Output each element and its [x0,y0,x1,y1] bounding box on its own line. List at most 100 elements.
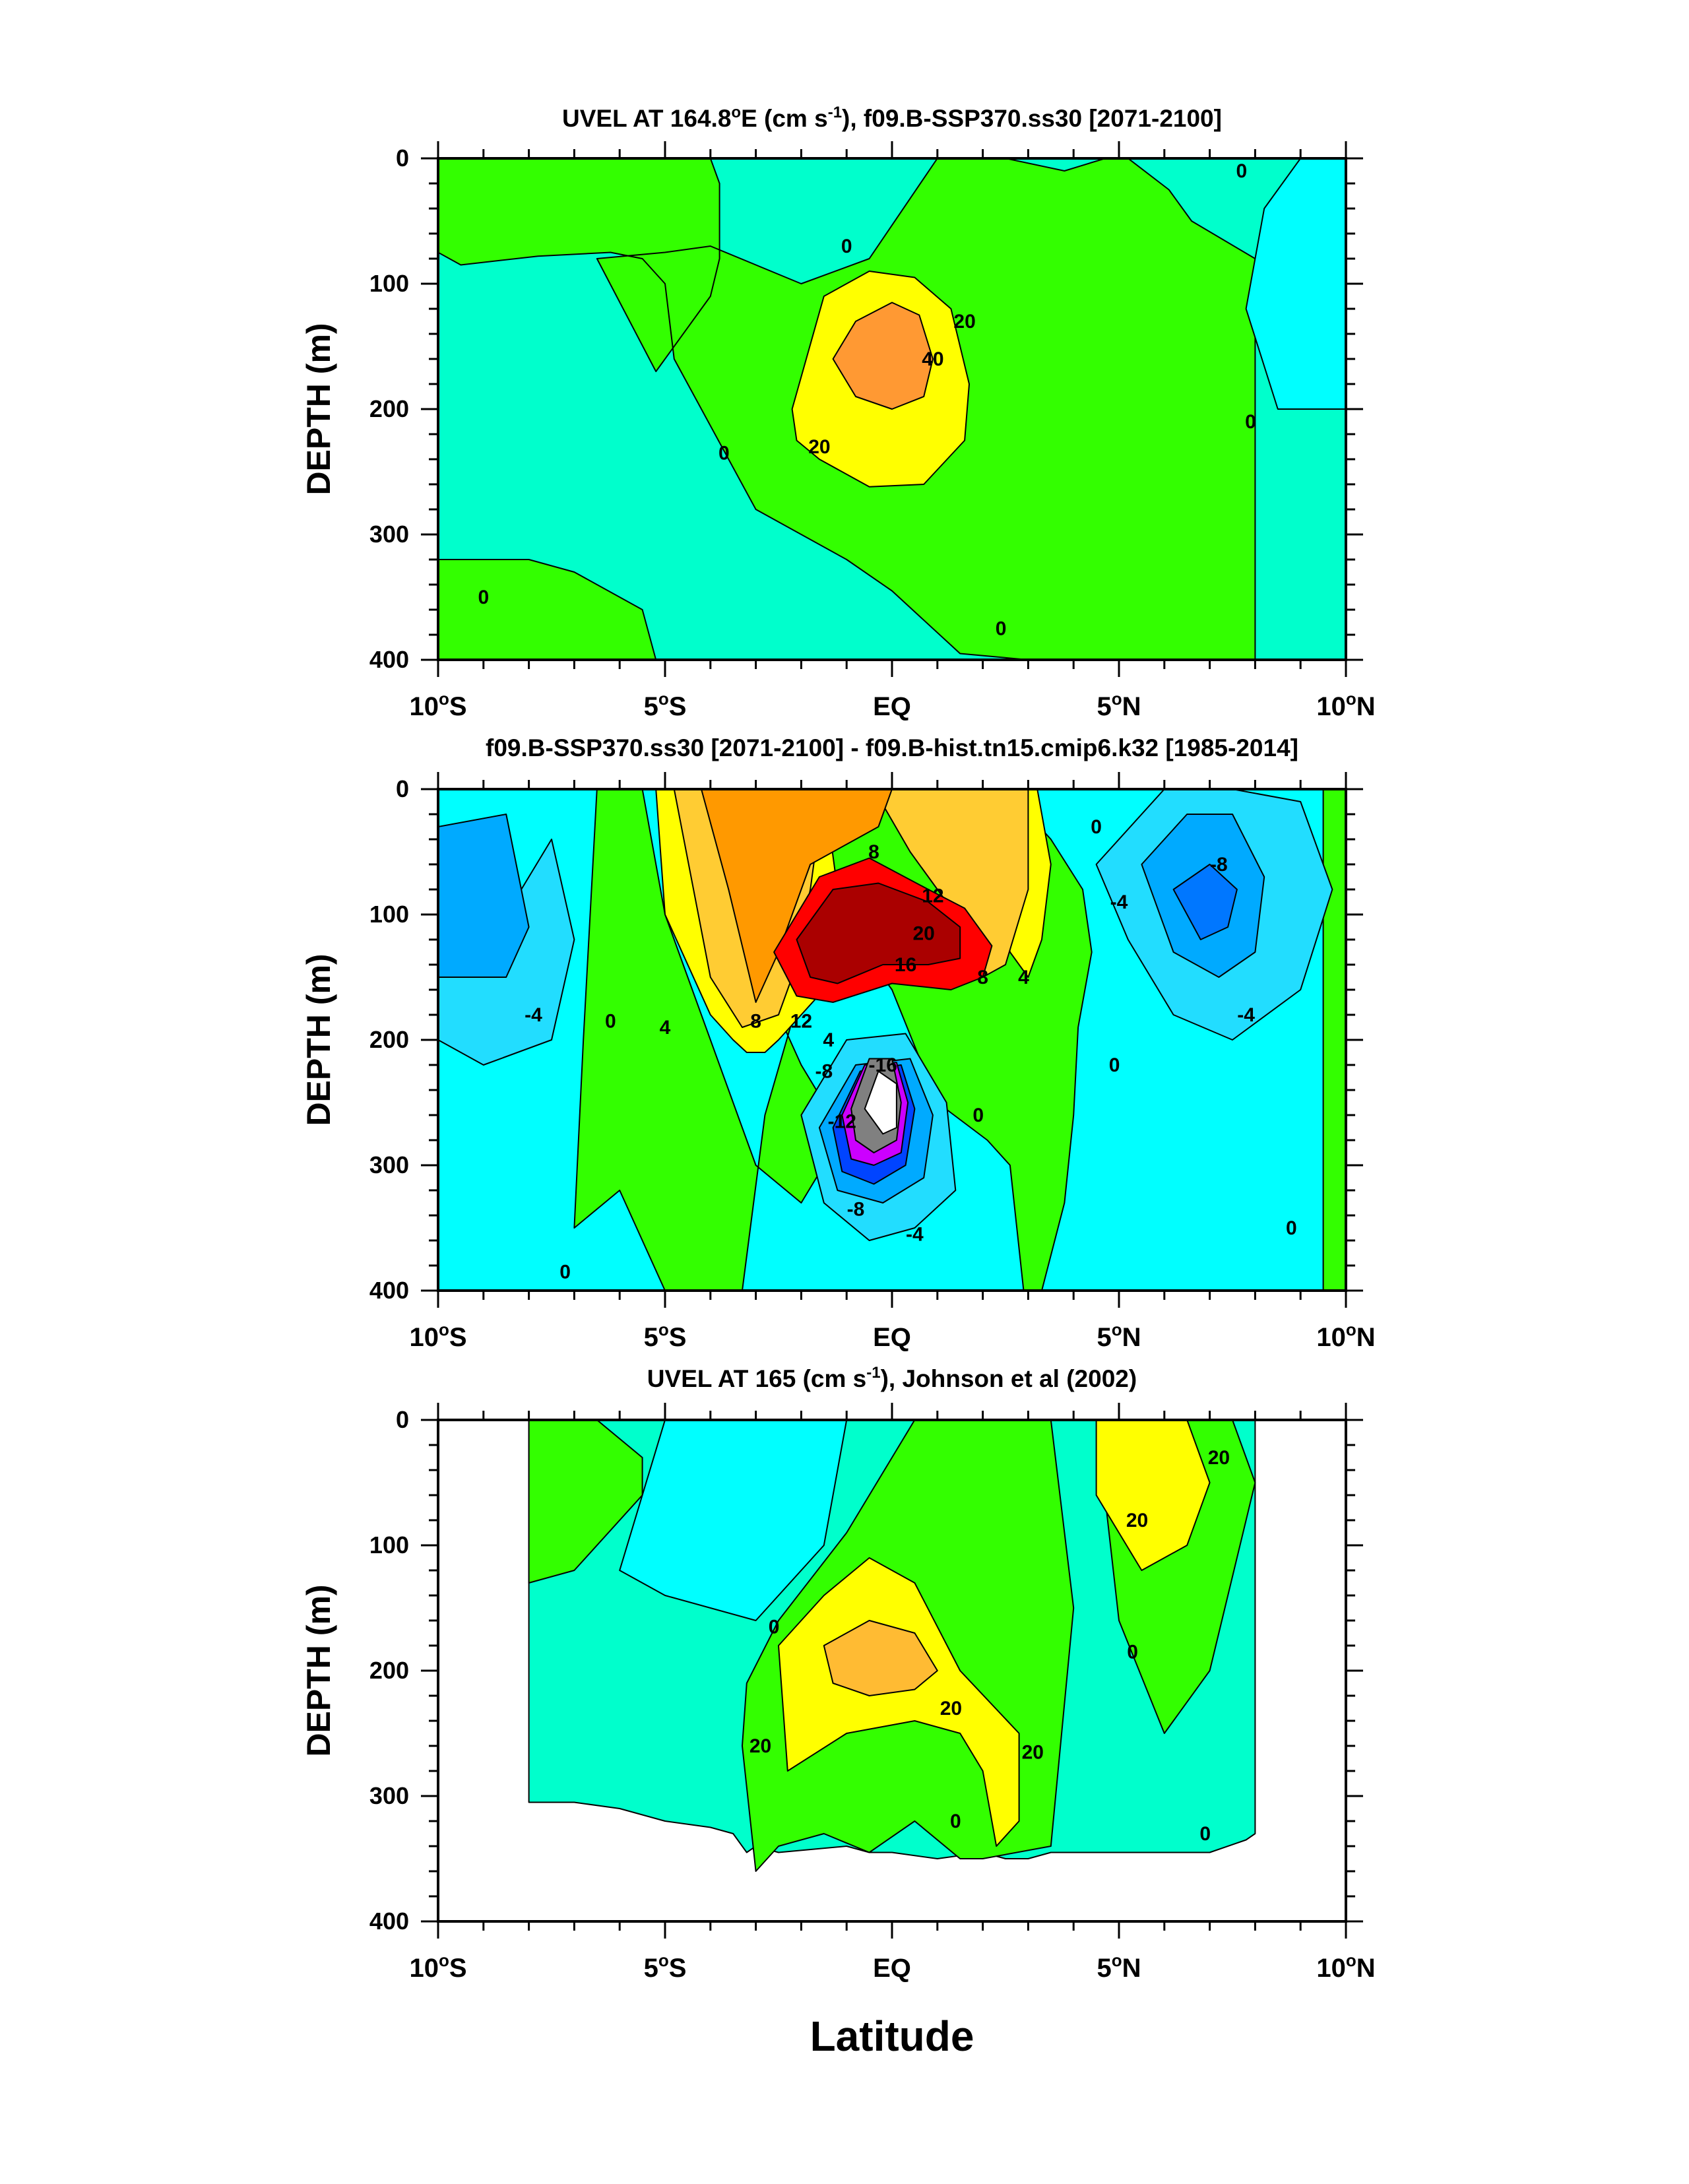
x-tick-label: 5oS [644,689,687,721]
panel-1-contour-fills [438,158,1346,660]
contour-label: 0 [950,1811,961,1832]
x-tick-label: 10oS [409,1950,466,1983]
contour-region-5 [778,1557,1020,1847]
contour-label: 4 [823,1029,834,1051]
x-tick-label: EQ [873,1954,911,1983]
contour-label: -4 [1237,1004,1255,1026]
contour-label: 0 [1091,816,1102,838]
y-tick-label: 300 [369,1782,409,1809]
panel-3: UVEL AT 165 (cm s-1), Johnson et al (200… [300,1364,1376,1983]
panel-3-contour-fills [528,1420,1256,1872]
y-tick-label: 400 [369,1277,409,1304]
contour-region-9 [1172,864,1238,940]
contour-label: 4 [1018,967,1029,988]
contour-label: 8 [977,967,988,988]
contour-label: 20 [749,1735,771,1757]
contour-region-13 [864,1070,897,1135]
contour-label: 12 [790,1011,812,1033]
contour-region-18 [701,789,893,1003]
contour-label: 0 [559,1262,571,1283]
y-tick-label: 100 [369,1531,409,1558]
x-tick-label: 5oN [1097,1950,1141,1983]
contour-label: 20 [1126,1510,1148,1531]
contour-label: 20 [940,1698,962,1719]
y-tick-label: 100 [369,270,409,297]
panel-1-title: UVEL AT 164.8oE (cm s-1), f09.B-SSP370.s… [562,104,1222,132]
contour-label: 0 [1127,1642,1138,1663]
contour-region-6 [438,814,530,978]
contour-label: 0 [996,618,1007,640]
contour-label: 0 [972,1105,984,1126]
contour-region-20 [796,882,961,984]
contour-label: 8 [868,841,879,863]
panel-1: UVEL AT 164.8oE (cm s-1), f09.B-SSP370.s… [300,104,1376,721]
y-tick-label: 0 [396,1406,409,1433]
x-tick-label: EQ [873,1323,911,1352]
contour-label: -4 [525,1004,542,1026]
y-tick-label: 0 [396,775,409,802]
contour-label: 0 [1286,1217,1297,1239]
y-tick-label: 400 [369,1908,409,1935]
contour-label: 0 [1199,1823,1211,1845]
contour-region-1 [619,1420,848,1621]
contour-region-5 [832,302,934,410]
contour-label: 20 [808,436,830,458]
panel-2-title: f09.B-SSP370.ss30 [2071-2100] - f09.B-hi… [486,734,1298,761]
x-tick-label: 10oN [1316,689,1375,721]
x-axis-label: Latitude [810,2012,974,2060]
contour-label: 0 [1109,1054,1120,1076]
panel-1-contour-labels: 0 20 40 20 0 0 0 0 0 [478,160,1256,640]
contour-label: -4 [1110,891,1128,913]
contour-label: 0 [1236,160,1247,182]
contour-label: -8 [847,1199,865,1221]
contour-label: 40 [922,348,943,370]
contour-label: -12 [828,1111,856,1133]
x-tick-label: 5oN [1097,1320,1141,1352]
contour-label: 0 [769,1617,780,1638]
x-tick-label: 10oN [1316,1320,1375,1352]
contour-label: 0 [605,1011,616,1033]
x-tick-label: 10oN [1316,1950,1375,1983]
y-tick-label: 400 [369,646,409,673]
panel-3-ylabel: DEPTH (m) [300,1584,337,1756]
x-tick-label: 10oS [409,1320,466,1352]
contour-region-2 [1322,789,1346,1291]
contour-label: 0 [718,443,730,465]
contour-label: -16 [869,1054,897,1076]
contour-label: 20 [913,923,935,945]
contour-label: 4 [660,1017,671,1039]
panel-3-contour-labels: 20 20 0 0 20 20 20 0 0 [749,1447,1230,1845]
x-tick-label: 5oN [1097,689,1141,721]
y-tick-label: 300 [369,521,409,548]
contour-label: 0 [1245,411,1256,433]
y-tick-label: 200 [369,395,409,422]
panel-3-title: UVEL AT 165 (cm s-1), Johnson et al (200… [647,1364,1137,1392]
contour-region-17 [873,789,1029,978]
contour-label: 16 [895,954,916,976]
x-tick-label: 5oS [644,1320,687,1352]
y-tick-label: 100 [369,901,409,928]
panel-1-ylabel: DEPTH (m) [300,323,337,495]
panel-2-contour-labels: 8 12 20 16 8 4 0 -4 -8 -4 0 0 -4 0 4 8 12 4 -8 -16 -12 0 -8 -4 0 [525,816,1297,1283]
contour-label: 12 [922,885,943,907]
contour-region-2 [438,559,657,660]
contour-label: -8 [1210,854,1228,876]
x-tick-label: EQ [873,692,911,721]
contour-label: 20 [953,311,975,333]
contour-region-7 [823,1620,938,1696]
contour-label: -4 [906,1224,924,1246]
contour-region-6 [1095,1420,1211,1571]
x-tick-label: 10oS [409,689,466,721]
contour-region-3 [1245,158,1346,410]
panel-2: f09.B-SSP370.ss30 [2071-2100] - f09.B-hi… [300,734,1376,1352]
y-tick-label: 200 [369,1657,409,1684]
panel-2-contour-fills [438,789,1346,1291]
contour-label: -8 [815,1061,833,1083]
y-tick-label: 200 [369,1026,409,1053]
y-tick-label: 0 [396,145,409,172]
contour-label: 0 [841,236,852,257]
panel-2-ylabel: DEPTH (m) [300,953,337,1126]
